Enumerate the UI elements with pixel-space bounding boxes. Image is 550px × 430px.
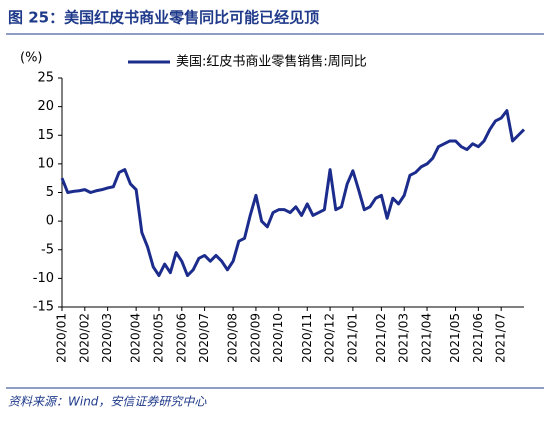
legend-label: 美国:红皮书商业零售销售:周同比 [176, 54, 367, 70]
y-tick-label: 10 [37, 156, 54, 171]
x-tick-label: 2020/01 [55, 313, 69, 363]
y-tick-label: 25 [37, 71, 54, 86]
y-axis-label: (%) [20, 51, 43, 66]
x-tick-label: 2020/09 [248, 313, 262, 363]
y-tick-label: -15 [33, 300, 54, 315]
x-tick-label: 2021/07 [494, 313, 508, 363]
x-tick-label: 2020/05 [151, 313, 165, 363]
x-tick-label: 2020/08 [226, 313, 240, 363]
x-tick-label: 2020/06 [174, 313, 188, 363]
source-note: 资料来源：Wind，安信证券研究中心 [8, 395, 207, 409]
x-tick-label: 2020/07 [197, 313, 211, 363]
x-tick-label: 2020/11 [300, 313, 314, 363]
series-line [60, 109, 526, 278]
y-tick-label: 20 [37, 99, 54, 114]
x-tick-label: 2020/12 [323, 313, 337, 363]
y-tick-label: 15 [37, 128, 54, 143]
y-tick-label: -10 [33, 271, 54, 286]
x-tick-label: 2021/03 [397, 313, 411, 363]
x-tick-label: 2021/02 [374, 313, 388, 363]
x-tick-label: 2021/04 [420, 313, 434, 363]
x-tick-label: 2020/02 [77, 313, 91, 363]
y-tick-label: 0 [46, 214, 54, 229]
y-tick-label: -5 [41, 242, 54, 257]
chart-title: 图 25：美国红皮书商业零售同比可能已经见顶 [8, 9, 319, 27]
x-tick-label: 2020/03 [100, 313, 114, 363]
x-tick-label: 2021/05 [448, 313, 462, 363]
y-tick-label: 5 [46, 185, 54, 200]
x-tick-label: 2021/01 [345, 313, 359, 363]
x-tick-label: 2020/10 [271, 313, 285, 363]
x-tick-label: 2021/06 [471, 313, 485, 363]
x-tick-label: 2020/04 [129, 313, 143, 363]
